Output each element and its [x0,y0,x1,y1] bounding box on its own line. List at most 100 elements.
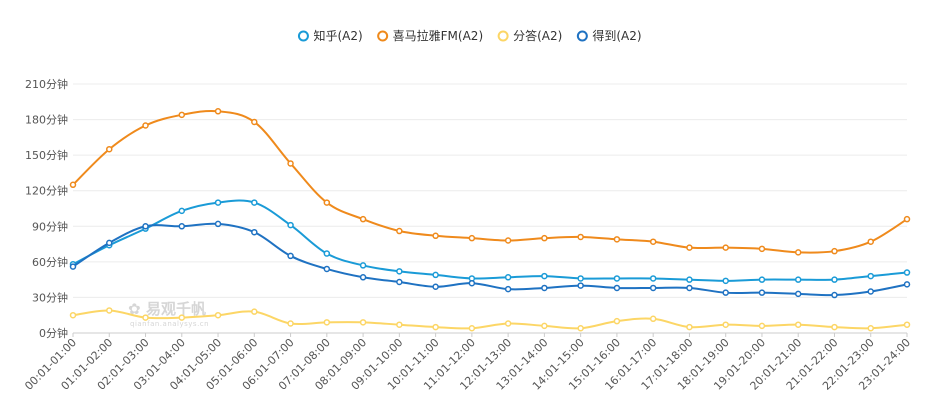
data-point [903,215,911,223]
legend-label: 分答(A2) [513,28,562,43]
y-tick-label: 150分钟 [25,148,68,162]
data-point [142,122,149,129]
data-point [504,285,512,293]
data-point [504,274,512,281]
legend-marker [297,30,309,42]
y-tick-label: 120分钟 [25,184,68,198]
data-point [251,118,258,126]
data-point [541,234,548,242]
data-point [758,322,766,330]
data-point [649,284,657,292]
data-point [794,290,802,298]
data-point [613,284,621,292]
data-point [722,277,729,285]
data-point [504,320,512,327]
data-point [867,325,874,332]
y-tick-label: 180分钟 [25,113,68,127]
data-point [686,284,693,292]
data-point [831,323,838,331]
data-point [468,279,476,287]
chart-legend: 知乎(A2) 喜马拉雅FM(A2) 分答(A2) 得到(A2) [297,28,642,43]
legend-label: 知乎(A2) [313,29,362,43]
data-point [142,314,149,321]
data-point [142,223,149,230]
data-point [359,215,367,223]
data-point [251,199,258,206]
data-point [903,281,911,288]
data-point [867,288,874,295]
data-point [577,282,584,289]
data-point [214,199,222,206]
data-point [758,245,766,253]
data-point [722,289,729,296]
series-line [72,199,908,282]
data-point [867,272,874,280]
data-point [323,250,331,257]
y-tick-label: 60分钟 [32,255,68,269]
data-point [69,311,77,319]
watermark-brand: 易观千帆 [146,300,206,318]
data-point [432,232,439,240]
data-point [287,160,294,167]
data-point [323,199,331,206]
data-point [831,276,838,283]
y-tick-label: 0分钟 [39,326,68,340]
chart-series [69,108,911,332]
data-point [541,272,548,280]
data-point [69,263,77,270]
data-point [359,262,367,269]
data-point [432,271,439,279]
data-point [613,236,621,243]
data-point [106,239,113,247]
data-point [867,238,874,245]
data-point [649,315,657,323]
data-point [396,227,403,235]
data-point [106,145,113,153]
data-point [323,319,331,326]
data-point [287,221,294,229]
data-point [287,252,294,260]
data-point [541,284,548,292]
data-point [831,291,838,299]
watermark-sub: qianfan.analysys.cn [130,320,209,328]
data-point [831,247,838,255]
series-1 [69,199,911,285]
legend-label: 喜马拉雅FM(A2) [393,28,483,43]
data-point [577,275,584,282]
data-point [758,289,766,296]
data-point [214,108,222,115]
data-point [468,325,476,332]
data-point [178,207,186,215]
data-point [359,274,367,281]
data-point [686,244,693,251]
data-point [758,276,766,283]
legend-marker [576,30,588,42]
series-line [72,222,908,297]
data-point [613,317,621,325]
data-point [903,321,911,328]
data-point [468,234,476,242]
data-point [577,325,584,332]
data-point [323,265,331,273]
data-point [541,322,548,330]
data-point [686,276,693,283]
data-point [396,278,403,286]
data-point [686,323,693,331]
data-point [794,276,802,283]
data-point [396,268,403,275]
legend-marker [377,30,389,42]
data-point [214,311,222,319]
watermark-icon: ✿ [128,300,141,318]
data-point [214,220,222,228]
data-point [794,321,802,328]
data-point [396,321,403,328]
y-tick-label: 90分钟 [32,219,68,233]
series-3 [69,307,911,332]
data-point [178,111,186,119]
data-point [106,307,113,314]
data-point [722,321,729,328]
data-point [178,314,186,321]
data-point [577,233,584,241]
y-axis: 0分钟 30分钟 60分钟 90分钟 120分钟 150分钟 180分钟 210分钟 [25,77,68,340]
